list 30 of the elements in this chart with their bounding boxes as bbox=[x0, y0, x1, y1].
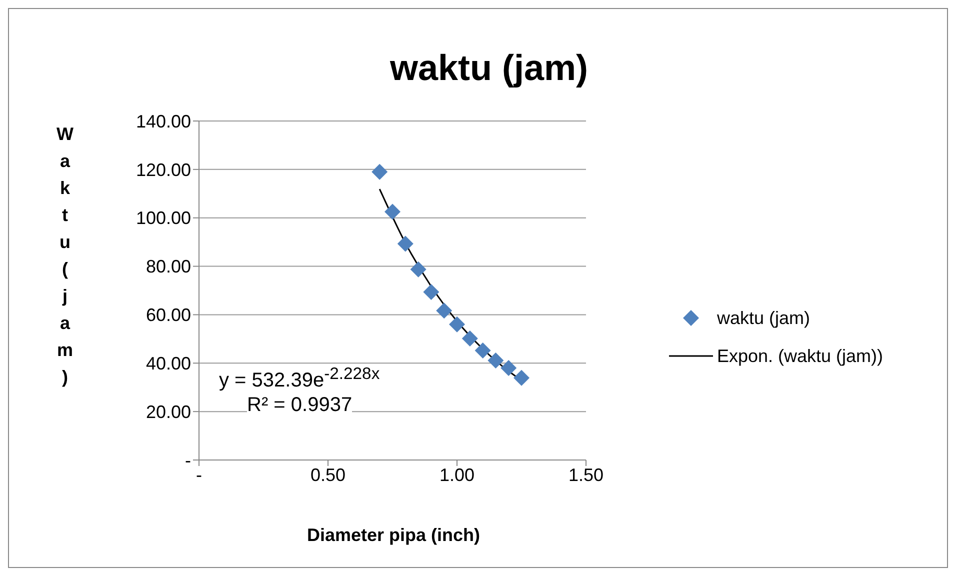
y-tick-label: 20.00 bbox=[146, 402, 191, 422]
x-tick-label: 1.50 bbox=[568, 464, 604, 485]
annotation: R² = 0.9937 bbox=[247, 394, 352, 417]
point bbox=[423, 284, 440, 300]
y-tick-label: 120.00 bbox=[136, 160, 191, 180]
chart-title: waktu (jam) bbox=[388, 47, 590, 89]
y-tick-label: 40.00 bbox=[146, 354, 191, 374]
y-tick-label: 140.00 bbox=[136, 111, 191, 132]
annotation: y = 532.39e$^{-2.228x}$ bbox=[219, 364, 380, 393]
text: Waktu (jam) bbox=[56, 124, 74, 387]
y-tick-label: 60.00 bbox=[146, 305, 191, 326]
y-tick-label: 100.00 bbox=[136, 208, 191, 228]
legend-label: waktu (jam) bbox=[717, 307, 810, 330]
point bbox=[372, 164, 388, 180]
point bbox=[500, 360, 517, 376]
x-tick-label: 1.00 bbox=[439, 464, 475, 485]
x-axis-title: Diameter pipa (inch) bbox=[306, 525, 482, 546]
y-tick-label: - bbox=[185, 450, 191, 470]
point bbox=[397, 236, 414, 252]
point bbox=[410, 261, 426, 278]
legend-label: Expon. (waktu (jam)) bbox=[717, 345, 884, 368]
point bbox=[384, 204, 400, 220]
point bbox=[462, 330, 478, 346]
y-tick-label: 80.00 bbox=[146, 256, 191, 277]
point bbox=[449, 316, 465, 332]
x-tick-label: 0.50 bbox=[310, 464, 346, 485]
point bbox=[514, 370, 530, 386]
point bbox=[436, 302, 452, 319]
point bbox=[488, 352, 504, 368]
point bbox=[474, 342, 491, 359]
